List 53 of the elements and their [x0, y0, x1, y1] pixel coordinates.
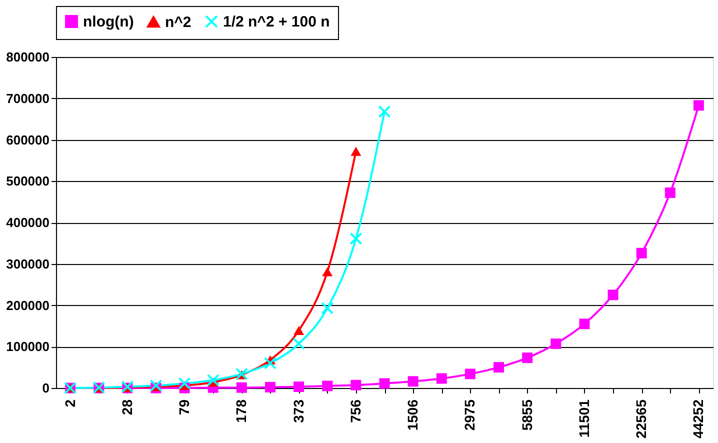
x-tick-label: 79 — [176, 399, 192, 416]
point — [322, 380, 333, 392]
point — [378, 105, 391, 118]
point — [379, 378, 390, 389]
point — [436, 373, 447, 384]
point — [321, 302, 334, 314]
legend-label: nlog(n) — [83, 14, 134, 31]
x-tick-label: 2 — [62, 399, 78, 408]
y-tick-label: 800000 — [6, 50, 50, 64]
point — [294, 326, 304, 336]
x-tick-label: 11501 — [576, 399, 592, 438]
x-tick-label: 756 — [347, 399, 364, 423]
point — [292, 337, 306, 350]
point — [408, 376, 418, 387]
x-tick-label: 22565 — [633, 399, 650, 438]
point — [206, 374, 220, 386]
point — [264, 382, 276, 392]
point — [350, 232, 362, 245]
y-tick-label: 300000 — [6, 256, 50, 272]
point — [235, 368, 248, 380]
point — [236, 382, 247, 393]
point — [350, 146, 362, 156]
y-tick-label: 0 — [42, 380, 50, 396]
legend-label: 1/2 n^2 + 100 n — [223, 14, 330, 31]
x-tick-label: 44252 — [690, 399, 706, 438]
point — [522, 352, 533, 364]
point — [693, 100, 704, 111]
point — [294, 382, 304, 392]
x-tick-label: 5855 — [518, 399, 535, 431]
y-tick-label: 600000 — [6, 132, 50, 148]
point — [322, 267, 333, 276]
point — [579, 318, 590, 330]
x-tick-label: 178 — [233, 399, 250, 423]
point — [150, 379, 162, 392]
x-tick-label: 2975 — [462, 399, 478, 431]
legend-label: n^2 — [165, 14, 192, 31]
point — [608, 290, 618, 300]
point — [636, 248, 647, 258]
point — [178, 377, 191, 390]
point — [664, 187, 676, 198]
point — [464, 368, 476, 380]
point — [494, 362, 504, 373]
point — [264, 356, 276, 370]
y-tick-label: 500000 — [6, 174, 50, 189]
y-tick-label: 700000 — [6, 90, 50, 106]
point — [350, 380, 362, 390]
y-tick-label: 100000 — [6, 339, 50, 354]
y-tick-label: 400000 — [6, 215, 50, 230]
x-tick-label: 373 — [290, 399, 306, 423]
y-tick-label: 200000 — [6, 298, 50, 313]
x-tick-label: 1506 — [404, 399, 421, 431]
point — [550, 338, 562, 349]
x-tick-label: 28 — [118, 399, 135, 416]
